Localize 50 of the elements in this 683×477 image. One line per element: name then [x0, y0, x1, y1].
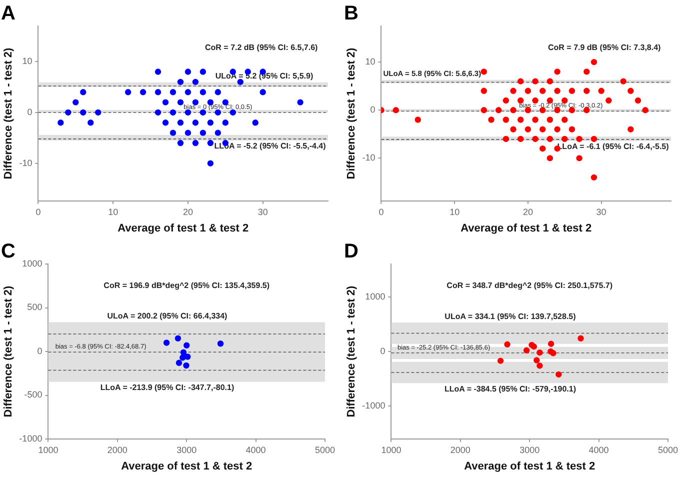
x-tick-label: 10: [450, 206, 460, 217]
x-tick-label: 20: [182, 206, 193, 217]
y-tick-label: -500: [24, 390, 42, 400]
annotation: CoR = 196.9 dB*deg^2 (95% CI: 135.4,359.5): [104, 281, 270, 290]
x-tick-label: 30: [596, 206, 606, 217]
ref-line-label: ULoA = 200.2 (95% CI: 66.4,334): [107, 311, 228, 320]
chart-title: C: [1, 240, 16, 263]
chart-title: D: [344, 240, 358, 263]
x-tick-label: 4000: [246, 444, 266, 455]
x-tick-label: 2000: [107, 444, 128, 455]
x-tick-label: 3000: [520, 444, 540, 455]
y-axis-title: Difference (test 1 - test 2): [346, 285, 358, 418]
x-tick-label: 5000: [314, 444, 336, 455]
x-tick-label: 5000: [658, 444, 678, 455]
chart-title: B: [344, 2, 358, 25]
y-tick-label: 500: [27, 302, 42, 312]
y-tick-label: -10: [19, 158, 32, 168]
x-tick-label: 20: [522, 206, 533, 217]
x-tick-label: 4000: [588, 444, 609, 455]
y-axis-title: Difference (test 1 - test 2): [346, 47, 358, 180]
y-tick-label: 0: [380, 346, 386, 356]
ref-line-label: LLoA = -213.9 (95% CI: -347.7,-80.1): [100, 383, 234, 392]
x-axis-title: Average of test 1 & test 2: [464, 460, 596, 472]
y-tick-label: 0: [370, 104, 376, 115]
ref-line-label: LLoA = -384.5 (95% CI: -579,-190.1): [444, 384, 576, 394]
x-tick-label: 1000: [38, 444, 58, 455]
annotation: CoR = 7.2 dB (95% CI: 6.5,7.6): [204, 43, 318, 52]
annotation: CoR = 7.9 dB (95% CI: 7.3,8.4): [548, 43, 662, 52]
y-tick-label: 10: [22, 56, 32, 66]
chart-title: A: [1, 2, 16, 25]
y-tick-label: -1000: [19, 433, 42, 444]
x-axis-title: Average of test 1 & test 2: [121, 460, 252, 472]
y-tick-label: 1000: [22, 258, 42, 268]
y-tick-label: -1000: [362, 400, 386, 411]
x-tick-label: 3000: [176, 444, 197, 455]
y-tick-label: 0: [27, 106, 32, 117]
x-tick-label: 1000: [381, 444, 402, 455]
y-tick-label: 10: [365, 56, 376, 67]
x-tick-label: 2000: [450, 444, 470, 455]
x-tick-label: 30: [258, 206, 268, 217]
x-tick-label: 10: [108, 206, 118, 217]
y-axis-title: Difference (test 1 - test 2): [2, 285, 15, 418]
y-tick-label: 1000: [365, 291, 386, 302]
y-axis-title: Difference (test 1 - test 2): [2, 47, 15, 180]
x-axis-title: Average of test 1 & test 2: [118, 222, 249, 234]
y-tick-label: -10: [362, 152, 376, 163]
ref-line-label: ULoA = 334.1 (95% CI: 139.7,528.5): [444, 312, 576, 321]
annotation: CoR = 348.7 dB*deg^2 (95% CI: 250.1,575.7): [446, 281, 613, 290]
y-tick-label: 0: [37, 346, 42, 356]
x-axis-title: Average of test 1 & test 2: [460, 222, 592, 234]
